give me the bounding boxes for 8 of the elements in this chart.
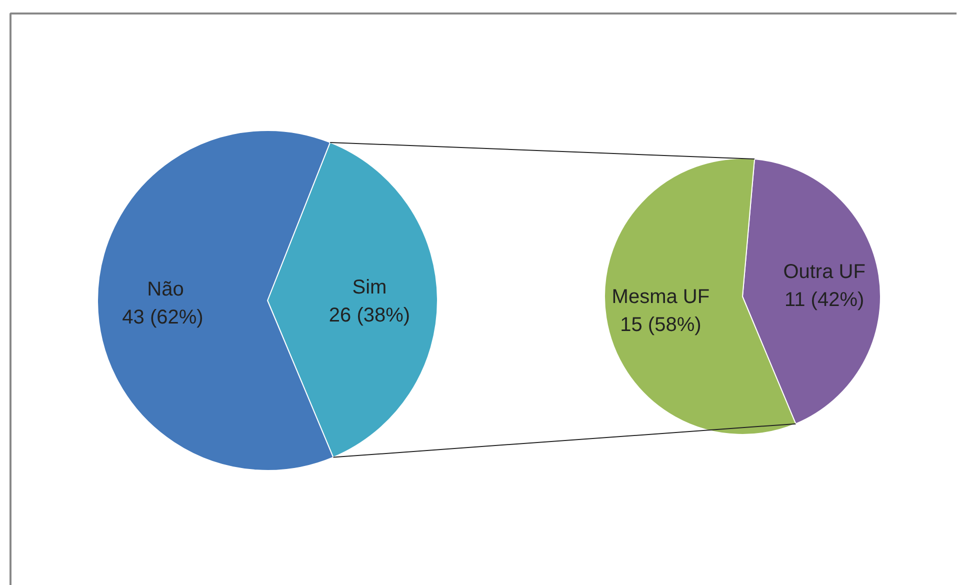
slice-label: Sim [352,276,387,298]
data-label: 26 (38%) [328,304,410,326]
data-label: 11 (42%) [784,288,864,311]
data-label: 43 (62%) [122,306,204,329]
slice-label: Outra UF [783,260,866,283]
data-label: 15 (58%) [620,314,702,336]
slice-label: Não [147,278,184,301]
slice-label: Mesma UF [612,286,710,308]
